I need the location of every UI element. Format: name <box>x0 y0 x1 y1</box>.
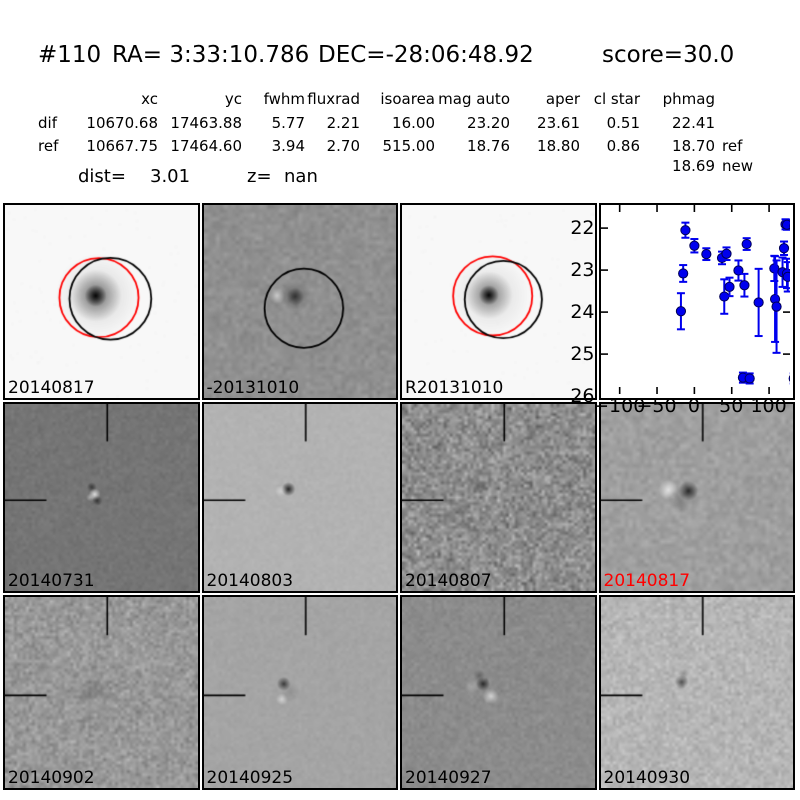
column-header: isoarea <box>355 90 437 108</box>
data-point <box>701 250 710 259</box>
cell-isoarea: 515.00 <box>355 137 435 155</box>
cell-yc: 17464.60 <box>162 137 242 155</box>
cutout-label: -20131010 <box>207 378 300 398</box>
data-point <box>782 220 790 229</box>
column-header: fluxrad <box>300 90 360 108</box>
cell-fwhm: 5.77 <box>245 114 305 132</box>
data-point <box>779 244 788 253</box>
cutout-image <box>204 404 397 591</box>
data-point <box>676 307 685 316</box>
data-point <box>739 281 748 290</box>
cutout-image <box>204 205 397 398</box>
z-value: nan <box>284 166 318 187</box>
cutout-panel: 20140803 <box>202 402 399 593</box>
cutout-image <box>402 404 595 591</box>
cutout-image <box>402 597 595 788</box>
cell-yc: 17463.88 <box>162 114 242 132</box>
cutout-image <box>5 404 198 591</box>
cutout-panel-new-image: 20140817 <box>3 203 200 400</box>
lightcurve-svg <box>601 205 790 394</box>
data-point <box>678 269 687 278</box>
phmag-ref-suffix: ref <box>722 137 742 155</box>
cutout-panel: 20140925 <box>202 595 399 790</box>
cell-fluxrad: 2.21 <box>300 114 360 132</box>
cell-isoarea: 16.00 <box>355 114 435 132</box>
column-header: cl star <box>560 90 644 108</box>
cutout-label: 20140925 <box>207 768 294 788</box>
cutout-panel: 20140807 <box>400 402 597 593</box>
table-row-dif: dif 10670.68 17463.88 5.77 2.21 16.00 23… <box>0 114 800 136</box>
dec-value: DEC=-28:06:48.92 <box>318 42 534 68</box>
cutout-panel: 20140902 <box>3 595 200 790</box>
ra-value: RA= 3:33:10.786 <box>112 42 309 68</box>
score-value: score=30.0 <box>602 42 734 68</box>
table-row-ref: ref 10667.75 17464.60 3.94 2.70 515.00 1… <box>0 137 800 159</box>
cutout-label: R20131010 <box>405 378 503 398</box>
cell-mag-auto: 18.76 <box>430 137 510 155</box>
table-header-row: xc yc fwhm fluxrad isoarea mag auto aper… <box>0 90 800 112</box>
cell-cl-star: 0.51 <box>560 114 640 132</box>
cutout-image <box>601 404 794 591</box>
cutout-image <box>204 597 397 788</box>
column-header: mag auto <box>430 90 510 108</box>
cutout-image <box>5 205 198 398</box>
cutout-image <box>402 205 595 398</box>
dist-label: dist= <box>78 166 126 187</box>
z-label: z= <box>247 166 272 187</box>
cell-fwhm: 3.94 <box>245 137 305 155</box>
cutout-label: 20140817 <box>8 378 95 398</box>
data-point <box>742 239 751 248</box>
cutout-panel-detection-epoch: 20140817 <box>599 402 796 593</box>
cutout-label: 20140927 <box>405 768 492 788</box>
cutout-image <box>601 597 794 788</box>
dist-value: 3.01 <box>150 166 190 187</box>
data-point <box>789 374 790 383</box>
data-point <box>754 298 763 307</box>
cutout-panel: 20140927 <box>400 595 597 790</box>
cell-cl-star: 0.86 <box>560 137 640 155</box>
column-header: phmag <box>635 90 731 108</box>
cutout-panel: 20140930 <box>599 595 796 790</box>
cutout-panel: 20140731 <box>3 402 200 593</box>
candidate-id: #110 <box>38 42 101 68</box>
cutout-label: 20140930 <box>604 768 691 788</box>
data-point <box>783 272 790 281</box>
data-point <box>745 374 754 383</box>
dist-z-row: dist= 3.01 z= nan <box>0 166 800 188</box>
cell-fluxrad: 2.70 <box>300 137 360 155</box>
lightcurve-plot: 22 23 24 25 26 −100 −50 0 50 100 <box>599 203 796 400</box>
cell-phmag: 22.41 <box>635 114 715 132</box>
cell-mag-auto: 23.20 <box>430 114 510 132</box>
cutout-label: 20140803 <box>207 571 294 591</box>
page-title: #110 RA= 3:33:10.786 DEC=-28:06:48.92 sc… <box>0 42 800 72</box>
cell-xc: 10670.68 <box>60 114 158 132</box>
cutout-panel-diff-ref: -20131010 <box>202 203 399 400</box>
cutout-panel-reference: R20131010 <box>400 203 597 400</box>
cutout-grid: 20140817 -20131010 R20131010 22 23 24 25 26−… <box>3 203 795 790</box>
data-point <box>680 226 689 235</box>
data-point <box>689 241 698 250</box>
cutout-label: 20140817 <box>604 571 691 591</box>
cutout-label: 20140807 <box>405 571 492 591</box>
data-point <box>724 282 733 291</box>
data-point <box>771 302 780 311</box>
cutout-image <box>5 597 198 788</box>
cell-phmag: 18.70 <box>635 137 715 155</box>
cell-xc: 10667.75 <box>60 137 158 155</box>
cutout-label: 20140731 <box>8 571 95 591</box>
data-point <box>721 249 730 258</box>
cutout-label: 20140902 <box>8 768 95 788</box>
